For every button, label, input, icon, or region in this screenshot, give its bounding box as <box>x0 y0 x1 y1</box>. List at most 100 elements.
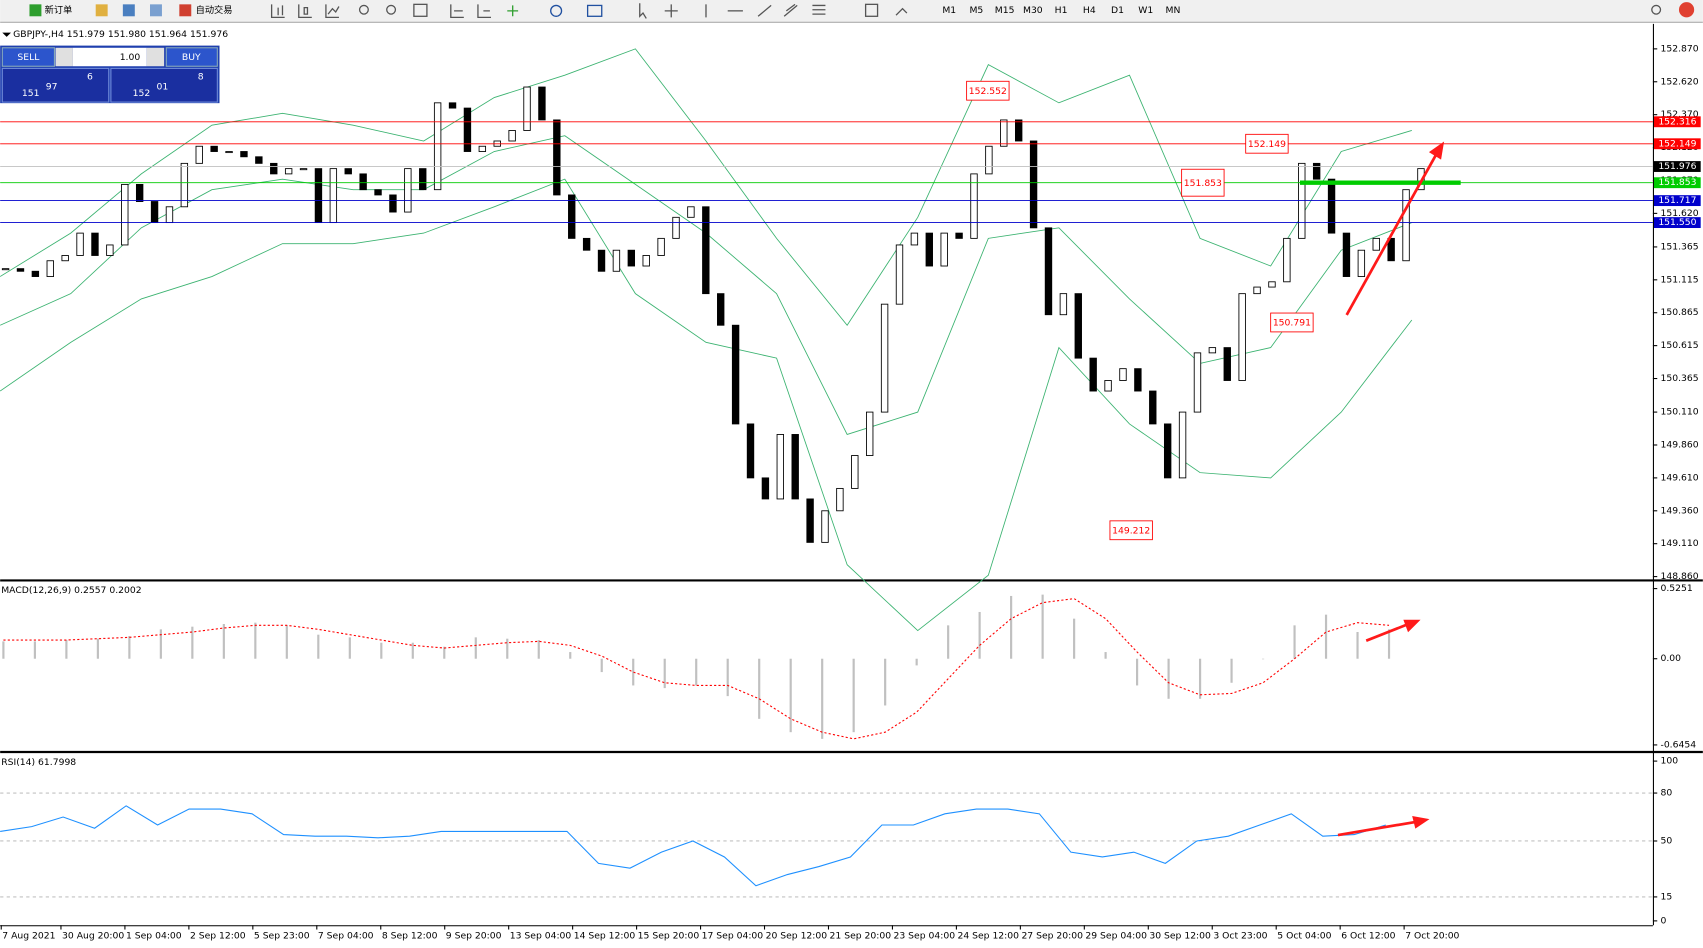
macd-bar <box>1324 614 1328 659</box>
candle-body <box>1327 178 1336 234</box>
candle-body <box>329 168 338 224</box>
lot-down[interactable] <box>55 47 73 67</box>
candle-body <box>195 145 203 164</box>
timeframes: M1 M5 M15 M30 H1 H4 D1 W1 MN <box>942 5 1180 16</box>
price-annotation-box <box>966 80 1010 101</box>
cursor-icon[interactable] <box>639 3 647 19</box>
level-tag <box>1653 195 1701 207</box>
arrow <box>1365 623 1408 642</box>
autoscroll-icon[interactable] <box>450 4 464 19</box>
candle-body <box>344 168 352 175</box>
candle-body <box>240 151 248 158</box>
candle-body <box>1283 237 1291 283</box>
macd-bar <box>1261 658 1265 660</box>
macd-bar <box>1010 595 1013 659</box>
fibo-icon[interactable] <box>812 4 826 15</box>
candle-body <box>642 255 650 267</box>
level-label: 151.853 <box>1658 177 1696 188</box>
indicator-icon[interactable] <box>507 5 519 17</box>
tile-icon[interactable] <box>413 3 428 17</box>
arrow-icon[interactable] <box>895 7 908 16</box>
candle-body <box>91 232 99 256</box>
search-icon[interactable] <box>1651 4 1662 15</box>
candle-icon[interactable] <box>298 4 312 19</box>
x-tick-label: 17 Sep 04:00 <box>702 931 764 942</box>
macd-bar <box>1230 658 1233 683</box>
candle-body <box>150 201 159 224</box>
timeframe-button[interactable]: W1 <box>1138 5 1153 16</box>
bid-box[interactable] <box>1 67 110 103</box>
macd-bar <box>600 658 603 673</box>
level-tag <box>1653 138 1701 150</box>
bid-big: 151 <box>22 88 40 99</box>
candle-body <box>1238 293 1246 381</box>
timeframe-button[interactable]: M5 <box>969 5 983 16</box>
x-tick-label: 1 Sep 04:00 <box>126 931 182 942</box>
buy-label[interactable]: BUY <box>182 52 201 63</box>
candle-body <box>925 232 933 267</box>
lot-input[interactable] <box>72 47 147 67</box>
ask-big: 152 <box>133 88 151 99</box>
toolbar-button[interactable]: 自动交易 <box>196 4 233 16</box>
price-annotation: 152.149 <box>1248 139 1286 150</box>
macd-bar <box>254 622 257 659</box>
price-annotation-box <box>1181 168 1225 197</box>
new-order-icon[interactable] <box>29 4 42 17</box>
shift-icon[interactable] <box>477 4 491 19</box>
candle-body <box>478 145 487 152</box>
x-tick-label: 29 Sep 04:00 <box>1085 931 1147 942</box>
period-icon[interactable] <box>550 4 563 17</box>
auto-trade-icon[interactable] <box>179 4 192 17</box>
macd-bar <box>2 641 5 659</box>
y-tick-label: 152.870 <box>1661 43 1699 54</box>
timeframe-button[interactable]: M30 <box>1023 5 1043 16</box>
candle-body <box>314 168 323 224</box>
notification-icon[interactable] <box>1678 2 1695 18</box>
y-tick-label: 150.110 <box>1661 407 1699 418</box>
arrow-head <box>1428 141 1445 160</box>
lot-up[interactable] <box>146 47 165 67</box>
zoom-in-icon[interactable] <box>358 4 369 15</box>
text-icon[interactable] <box>864 3 879 17</box>
candle-body <box>761 477 770 500</box>
bar-chart-icon[interactable] <box>270 4 285 19</box>
macd-bar <box>128 636 131 659</box>
buy-button[interactable] <box>165 47 218 67</box>
timeframe-button[interactable]: MN <box>1165 5 1180 16</box>
sell-label[interactable]: SELL <box>17 52 40 63</box>
channel-icon[interactable] <box>783 3 798 17</box>
candle-body <box>1312 162 1321 180</box>
macd-bar <box>978 611 981 659</box>
candle-body <box>1223 347 1231 381</box>
ask-box[interactable] <box>110 67 218 103</box>
x-tick-label: 7 Aug 2021 <box>2 931 55 942</box>
tool-icon[interactable] <box>122 4 135 17</box>
candle-body <box>463 107 472 152</box>
template-icon[interactable] <box>586 4 603 17</box>
toolbar-button[interactable]: 新订单 <box>45 4 73 16</box>
zoom-out-icon[interactable] <box>386 4 397 15</box>
candle-body <box>180 162 189 208</box>
candle-body <box>1357 249 1366 277</box>
lot-value[interactable]: 1.00 <box>120 52 141 63</box>
timeframe-button[interactable]: M1 <box>942 5 956 16</box>
timeframe-button[interactable]: H4 <box>1083 5 1096 16</box>
candle-body <box>1342 232 1351 277</box>
line-icon[interactable] <box>325 4 340 19</box>
tool-icon[interactable] <box>95 4 108 17</box>
macd-bar <box>947 625 950 659</box>
price-annotation: 151.853 <box>1184 178 1222 189</box>
trendline-icon[interactable] <box>757 4 772 17</box>
crosshair-icon[interactable] <box>664 4 678 18</box>
sell-button[interactable] <box>1 47 55 67</box>
bid-small: 6 <box>87 72 93 83</box>
timeframe-button[interactable]: D1 <box>1111 5 1124 16</box>
timeframe-button[interactable]: M15 <box>995 5 1015 16</box>
candle-body <box>1044 227 1053 316</box>
tool-icon[interactable] <box>150 4 162 17</box>
price-annotation: 149.212 <box>1112 525 1150 536</box>
candle-body <box>597 249 606 272</box>
timeframe-button[interactable]: H1 <box>1055 5 1068 16</box>
level-label: 152.316 <box>1658 116 1696 127</box>
